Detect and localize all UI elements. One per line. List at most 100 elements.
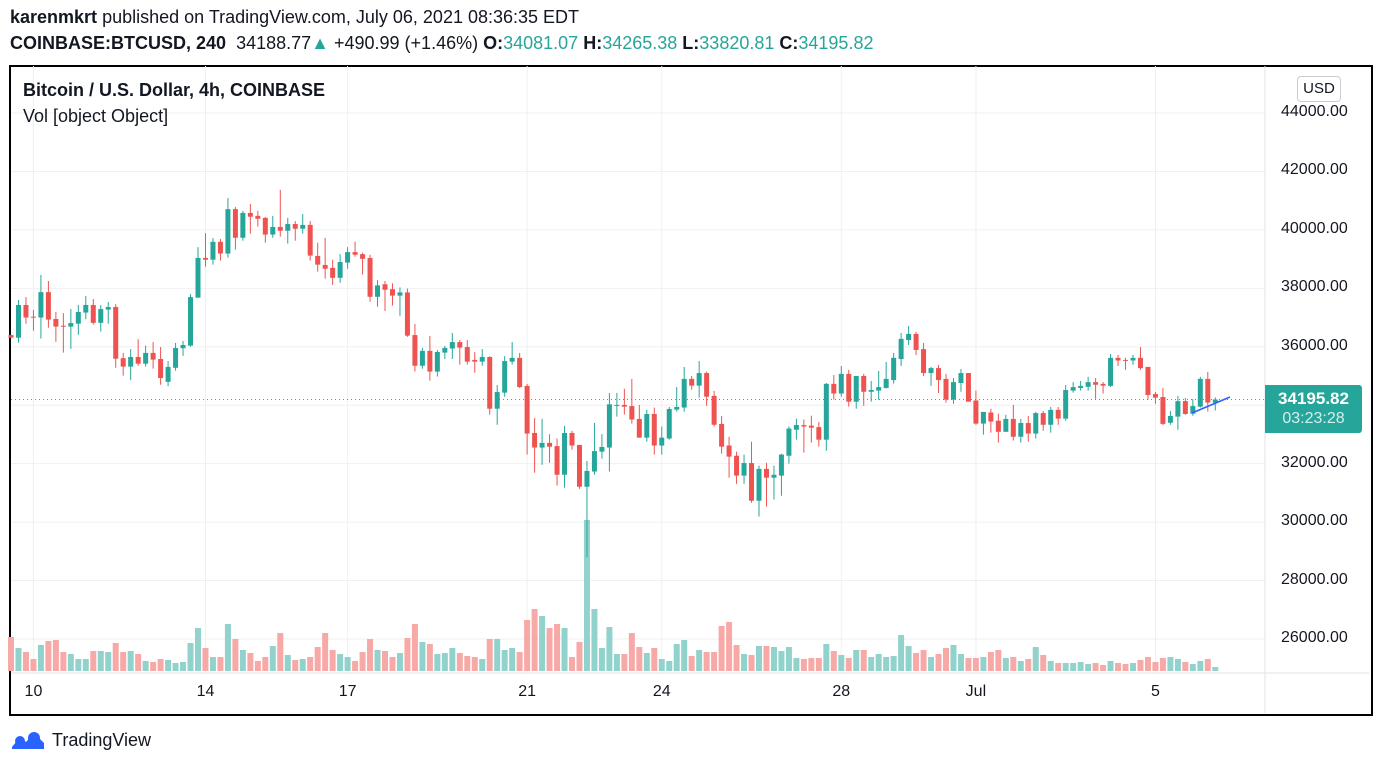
candle: [165, 361, 171, 387]
candle: [1010, 404, 1016, 441]
volume-bar: [479, 659, 486, 671]
candle-body: [749, 463, 755, 501]
volume-bar: [636, 647, 643, 671]
date-tick-label: Jul: [965, 683, 987, 700]
volume-bar: [688, 656, 695, 671]
candle-body: [375, 285, 381, 297]
candle-body: [651, 413, 657, 446]
candle-body: [1137, 357, 1143, 369]
candle-body: [711, 395, 717, 425]
candle: [83, 295, 89, 320]
volume-bar: [67, 654, 74, 671]
candle: [950, 378, 956, 404]
candle-body: [315, 255, 321, 265]
candle-body: [360, 254, 366, 259]
candle: [457, 340, 463, 365]
volume-bar: [800, 659, 807, 671]
volume-bar: [943, 648, 949, 671]
candle-body: [1115, 357, 1121, 361]
candle: [539, 418, 545, 465]
candle-body: [217, 241, 223, 254]
volume-bar: [501, 650, 508, 671]
candle-body: [906, 333, 912, 341]
volume-bar: [254, 661, 261, 671]
candle-body: [180, 345, 186, 349]
last-price: 34188.77: [236, 33, 312, 53]
candle-body: [576, 444, 582, 487]
price-tick-label: 36000.00: [1281, 336, 1348, 354]
candle-body: [696, 373, 702, 386]
candle-body: [988, 412, 994, 422]
candle: [135, 339, 141, 366]
candle-body: [965, 373, 971, 402]
volume-bar: [509, 648, 516, 671]
volume-bar: [913, 653, 920, 671]
candle: [158, 347, 164, 385]
volume-bar: [142, 661, 149, 671]
volume-bar: [75, 659, 82, 671]
candle: [1108, 354, 1114, 388]
currency-button[interactable]: USD: [1297, 76, 1341, 102]
candle-body: [300, 224, 306, 229]
volume-bar: [30, 659, 37, 671]
volume-bar: [1085, 664, 1092, 671]
candle: [143, 345, 149, 367]
candle: [1018, 418, 1024, 443]
volume-bar: [554, 624, 561, 671]
price-tick-label: 42000.00: [1281, 161, 1348, 179]
candle: [1070, 382, 1076, 393]
candle: [1175, 395, 1181, 430]
candle-body: [449, 342, 455, 349]
publish-info: karenmkrt published on TradingView.com, …: [10, 7, 579, 28]
volume-bar: [1107, 661, 1114, 671]
candle: [479, 349, 485, 366]
volume-bar: [52, 640, 59, 671]
volume-bar: [920, 650, 927, 671]
candle: [562, 425, 568, 488]
volume-bar: [1137, 660, 1144, 671]
date-tick-label: 5: [1150, 683, 1160, 700]
footer-brand[interactable]: TradingView: [10, 729, 151, 751]
candle-body: [173, 347, 179, 368]
candle-body: [1085, 382, 1091, 387]
candle-body: [1078, 385, 1084, 388]
volume-bar: [711, 652, 718, 671]
volume-bar: [681, 640, 688, 671]
candle: [1003, 414, 1009, 432]
candle-body: [621, 404, 627, 407]
candle-body: [60, 325, 66, 327]
candle-body: [1212, 399, 1218, 403]
candle-body: [23, 304, 29, 318]
candle: [232, 207, 238, 250]
candle: [629, 378, 635, 424]
candle-body: [943, 378, 949, 400]
volume-bar: [247, 653, 254, 671]
candle: [30, 309, 36, 331]
volume-bar: [232, 639, 239, 671]
candle-body: [90, 304, 96, 323]
candle-body: [644, 413, 650, 438]
bar-countdown: 03:23:28: [1282, 410, 1345, 427]
volume-bar: [756, 646, 762, 671]
candle-body: [285, 224, 291, 231]
author-name[interactable]: karenmkrt: [10, 7, 98, 27]
volume-bar: [82, 659, 89, 671]
candle: [105, 302, 111, 324]
trend-line-drawing[interactable]: [1191, 396, 1231, 414]
publish-text: published on TradingView.com, July 06, 2…: [102, 7, 580, 27]
candle: [1033, 411, 1039, 439]
volume-bar: [546, 628, 553, 671]
volume-bar: [344, 657, 351, 671]
candle: [128, 349, 134, 381]
volume-bar: [718, 626, 725, 671]
candle: [576, 444, 582, 489]
candle-body: [1003, 418, 1009, 432]
volume-bar: [187, 643, 194, 671]
candle: [644, 409, 650, 442]
candle-body: [599, 446, 605, 452]
candle-body: [105, 307, 111, 310]
volume-bar: [666, 661, 673, 671]
volume-bar: [419, 642, 426, 671]
candle-body: [554, 446, 560, 475]
